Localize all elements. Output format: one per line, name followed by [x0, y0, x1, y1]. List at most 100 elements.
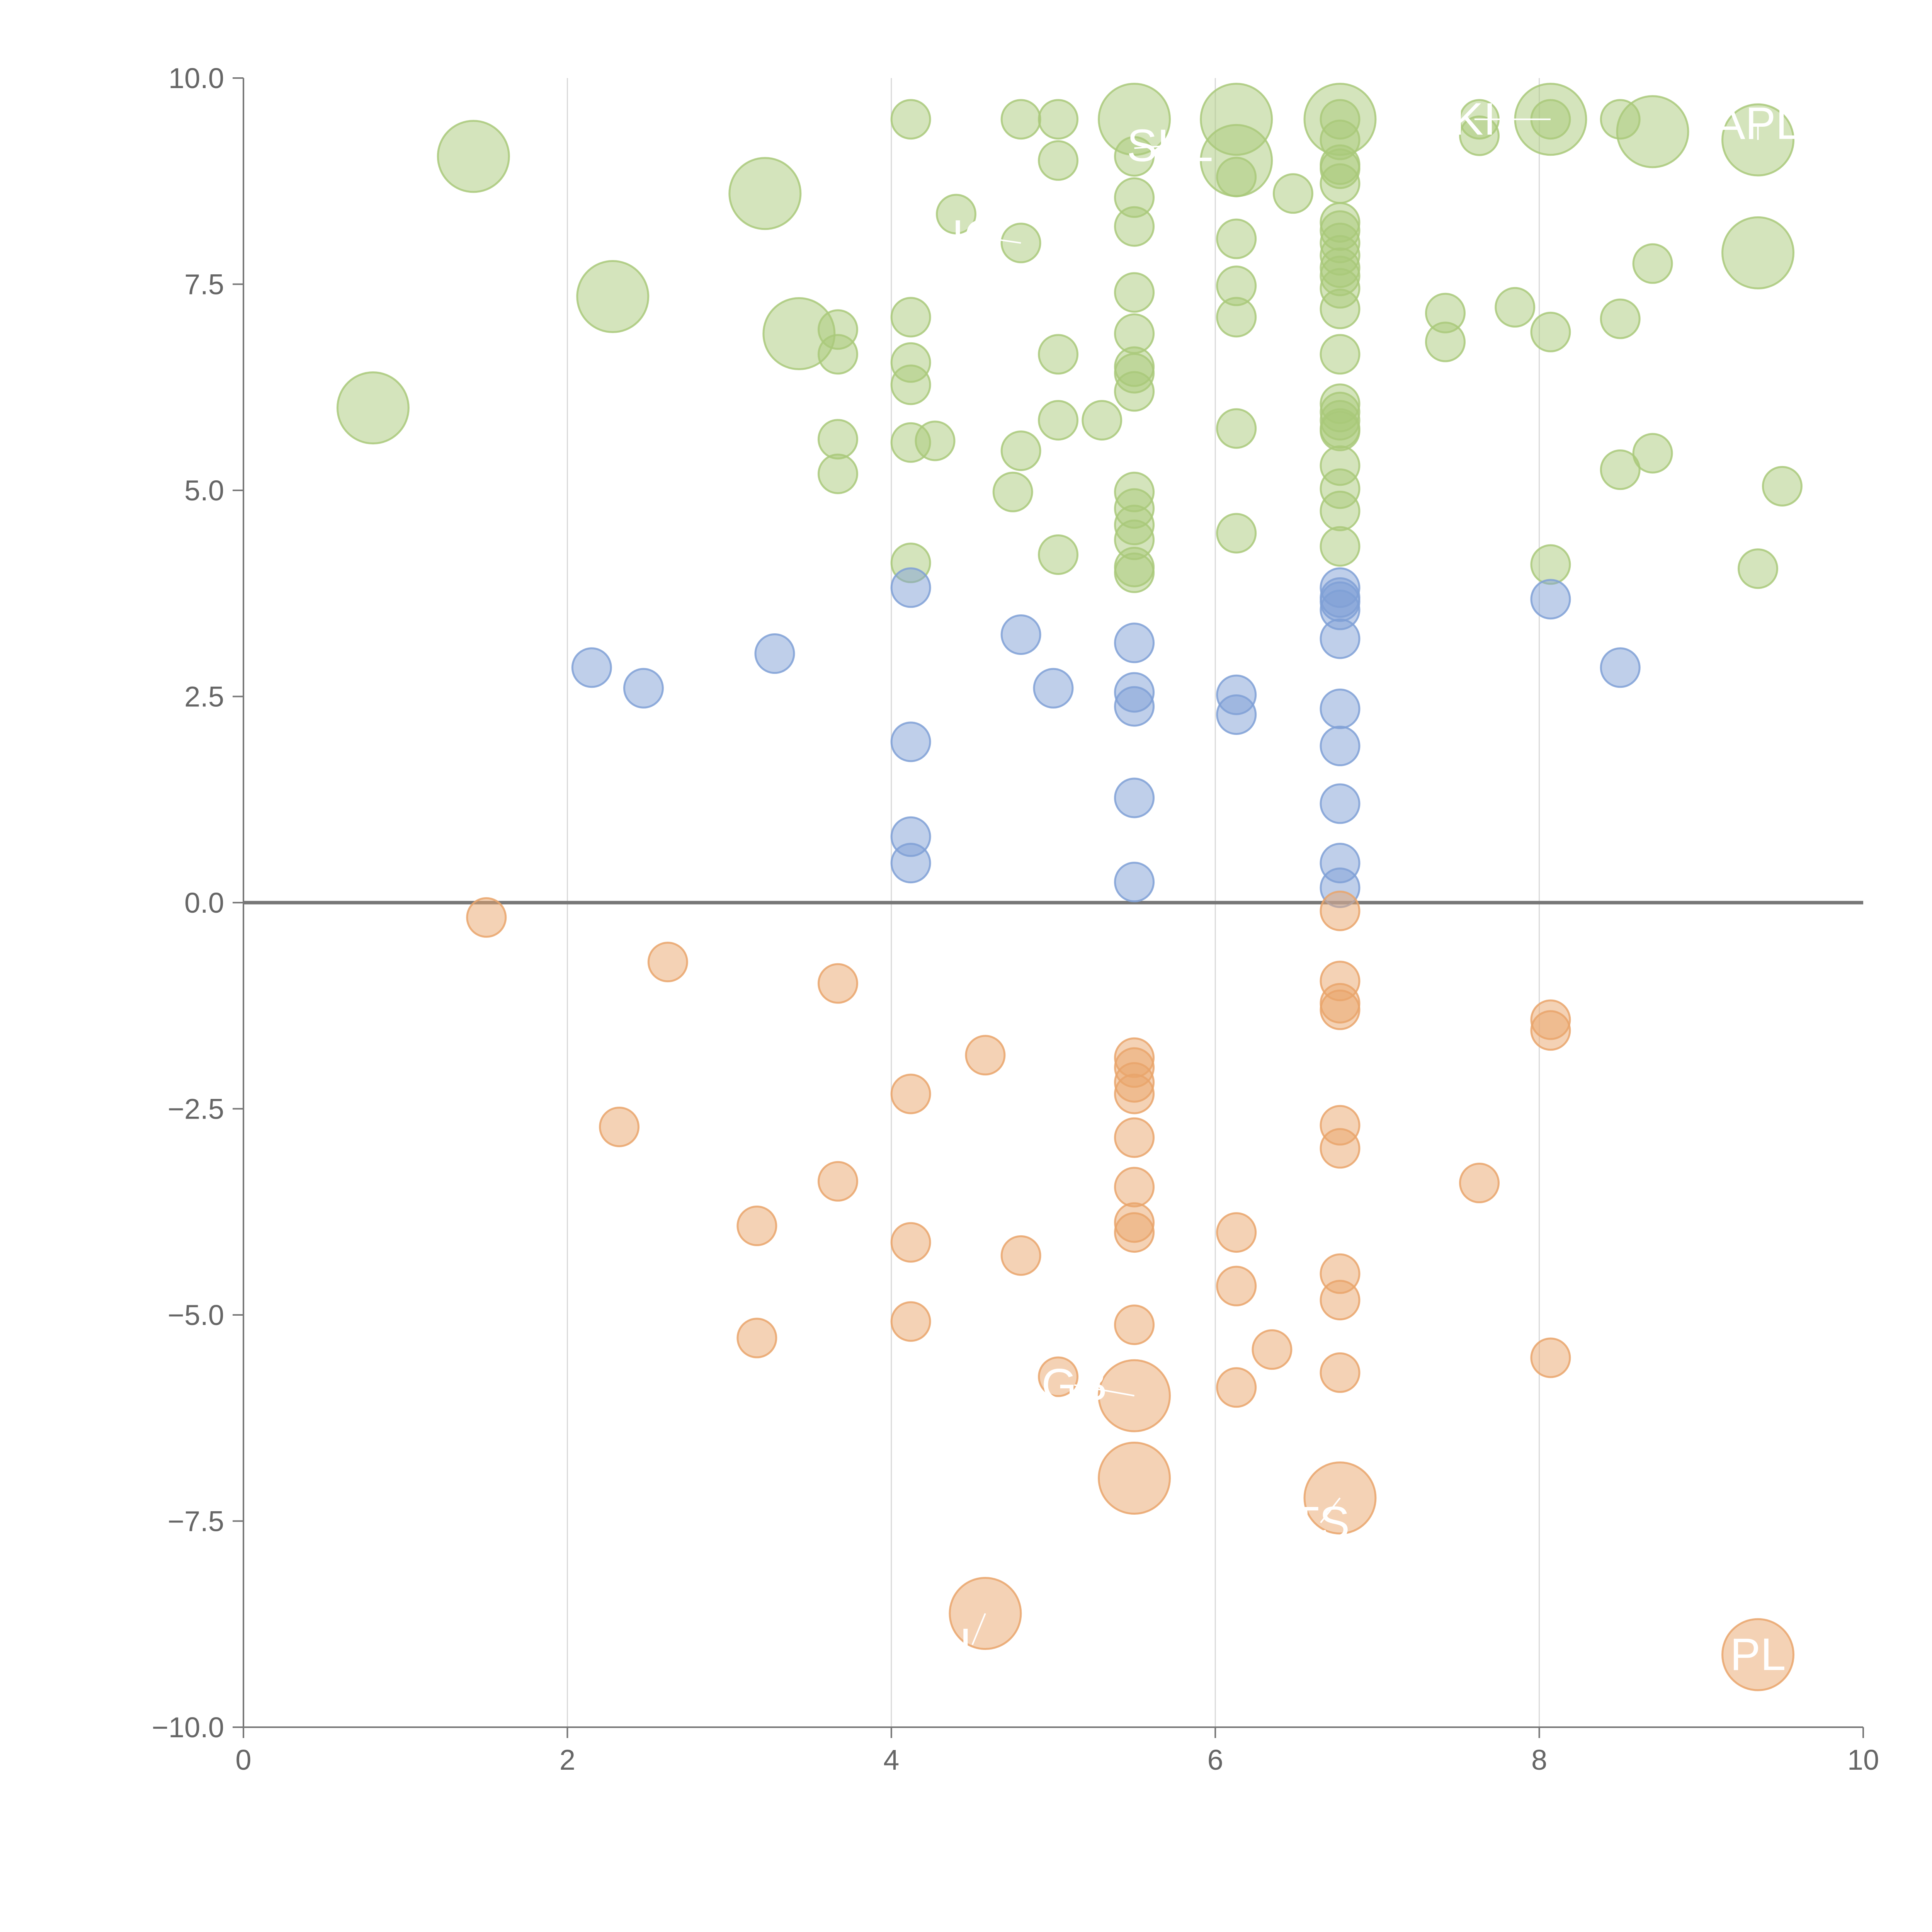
data-point-high — [1530, 544, 1571, 585]
data-point-low — [1216, 1212, 1257, 1253]
data-point-low — [1320, 890, 1361, 931]
data-point-high — [1038, 99, 1079, 140]
data-point-low — [736, 1206, 777, 1247]
data-point-high — [1216, 513, 1257, 554]
axis-layer: 0 2 4 6 8 10 −10.0 −7.5 −5.0 −2.5 0.0 2.5 5.0 7.5 10.0 — [152, 62, 1879, 1776]
data-point-high — [1425, 321, 1466, 362]
data-point-high — [1114, 552, 1155, 593]
data-point-high — [1600, 449, 1641, 490]
annotation-label: IO — [951, 211, 1000, 262]
y-tick-label: 10.0 — [168, 62, 224, 94]
data-point-mid — [1530, 579, 1571, 620]
annotation-label: GB — [1041, 1359, 1107, 1410]
data-point-high — [890, 364, 931, 405]
data-point-low — [736, 1318, 777, 1359]
data-point-low — [890, 1301, 931, 1342]
data-point-mid — [890, 567, 931, 608]
data-point-mid — [890, 721, 931, 762]
data-point-low — [1721, 1618, 1795, 1691]
data-point-high — [915, 420, 956, 461]
data-point-high — [1495, 287, 1536, 328]
y-tick-label: 7.5 — [184, 269, 224, 301]
data-point-high — [728, 157, 802, 230]
y-tick-label: −10.0 — [152, 1711, 224, 1743]
data-point-high — [1000, 99, 1041, 140]
x-tick-label: 0 — [235, 1744, 251, 1776]
data-point-low — [1216, 1265, 1257, 1306]
y-tick-label: −7.5 — [168, 1505, 224, 1537]
x-tick-label: 10 — [1847, 1744, 1879, 1776]
data-point-high — [1216, 408, 1257, 449]
y-tick-label: −2.5 — [168, 1093, 224, 1125]
data-point-mid — [1320, 783, 1361, 824]
data-point-high — [1038, 334, 1079, 375]
data-point-low — [890, 1073, 931, 1114]
data-point-mid — [1114, 622, 1155, 663]
data-point-low — [647, 942, 688, 983]
data-point-high — [935, 194, 976, 235]
data-point-high — [1320, 289, 1361, 330]
data-point-low — [1114, 1073, 1155, 1114]
data-point-high — [890, 99, 931, 140]
data-point-high — [1038, 400, 1079, 441]
data-point-mid — [754, 633, 795, 674]
data-point-mid — [890, 843, 931, 884]
data-point-high — [437, 120, 510, 193]
data-point-low — [965, 1035, 1006, 1076]
data-point-high — [1082, 400, 1122, 441]
data-point-high — [1762, 466, 1803, 507]
data-point-low — [599, 1106, 640, 1147]
data-point-high — [1114, 371, 1155, 412]
data-point-high — [1272, 173, 1313, 214]
annotation-label: SKL — [1127, 120, 1213, 171]
data-point-mid — [1600, 647, 1641, 688]
x-tick-label: 2 — [560, 1744, 575, 1776]
data-point-low — [1114, 1117, 1155, 1158]
data-point-high — [1114, 272, 1155, 313]
annotation-label: APL — [1715, 98, 1801, 149]
annotation-label: KI — [1453, 94, 1496, 145]
data-point-low — [1320, 989, 1361, 1030]
data-point-low — [1216, 1367, 1257, 1408]
data-point-low — [1530, 1010, 1571, 1051]
data-point-high — [1038, 140, 1079, 181]
x-tick-label: 4 — [883, 1744, 899, 1776]
data-point-high — [1320, 410, 1361, 451]
y-tick-label: 5.0 — [184, 474, 224, 507]
data-point-mid — [1216, 694, 1257, 735]
data-point-high — [1738, 548, 1779, 589]
data-point-mid — [1114, 777, 1155, 818]
data-point-low — [1320, 1280, 1361, 1321]
data-point-high — [1320, 526, 1361, 567]
data-point-low — [1114, 1167, 1155, 1208]
data-point-mid — [1320, 726, 1361, 767]
data-point-high — [992, 471, 1033, 512]
point-layer — [336, 83, 1803, 1691]
data-point-high — [1114, 206, 1155, 247]
data-point-mid — [1114, 686, 1155, 727]
data-point-mid — [1320, 689, 1361, 730]
data-point-high — [1320, 334, 1361, 375]
data-point-high — [890, 297, 931, 338]
data-point-high — [1098, 83, 1171, 156]
data-point-low — [817, 1161, 858, 1202]
data-point-low — [1038, 1356, 1079, 1397]
data-point-high — [1459, 115, 1500, 156]
data-point-mid — [1000, 614, 1041, 655]
x-tick-label: 6 — [1208, 1744, 1223, 1776]
data-point-low — [466, 897, 507, 938]
annotation-leader — [1074, 1384, 1134, 1397]
data-point-low — [1114, 1212, 1155, 1253]
x-tick-label: 8 — [1531, 1744, 1547, 1776]
data-point-high — [1721, 216, 1795, 289]
data-point-high — [1216, 218, 1257, 259]
data-point-high — [1320, 490, 1361, 531]
data-point-mid — [571, 647, 612, 688]
annotation-leader — [1320, 1497, 1341, 1524]
data-point-mid — [1320, 618, 1361, 659]
data-point-low — [817, 963, 858, 1004]
data-point-high — [336, 371, 410, 445]
data-point-low — [1000, 1235, 1041, 1276]
data-point-low — [1459, 1163, 1500, 1204]
